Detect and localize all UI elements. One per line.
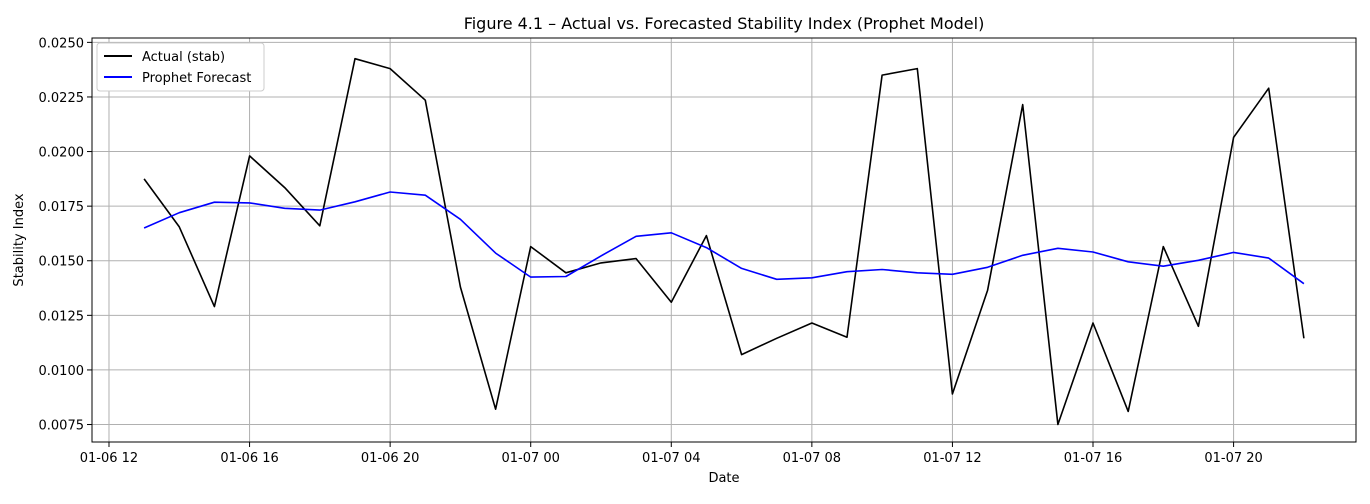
x-tick-label: 01-06 20 (361, 451, 419, 466)
x-tick-label: 01-07 08 (783, 451, 841, 466)
x-tick-label: 01-07 04 (642, 451, 700, 466)
y-axis-ticks: 0.0075 0.0100 0.0125 0.0150 0.0175 0.0200 0.02… (39, 36, 92, 434)
y-tick-label: 0.0225 (39, 91, 85, 106)
legend: Actual (stab) Prophet Forecast (96, 42, 265, 92)
x-tick-label: 01-06 16 (220, 451, 278, 466)
actual-line (143, 57, 1305, 426)
forecast-line (143, 191, 1305, 285)
x-tick-label: 01-07 16 (1064, 451, 1122, 466)
y-tick-label: 0.0150 (39, 255, 85, 270)
y-tick-label: 0.0200 (39, 146, 85, 161)
x-tick-label: 01-07 20 (1204, 451, 1262, 466)
series-lines (143, 57, 1305, 426)
y-tick-label: 0.0250 (39, 36, 85, 51)
x-tick-label: 01-07 00 (501, 451, 559, 466)
y-tick-label: 0.0100 (39, 364, 85, 379)
legend-label-actual: Actual (stab) (142, 50, 225, 65)
x-axis-label: Date (708, 471, 739, 486)
legend-label-forecast: Prophet Forecast (142, 71, 251, 86)
x-tick-label: 01-07 12 (923, 451, 981, 466)
legend-box (96, 42, 265, 92)
y-tick-label: 0.0075 (39, 419, 85, 434)
plot-frame (91, 37, 1357, 443)
chart-title: Figure 4.1 – Actual vs. Forecasted Stabi… (464, 14, 985, 33)
x-axis-ticks: 01-06 12 01-06 16 01-06 20 01-07 00 01-07 04… (80, 442, 1263, 466)
x-tick-label: 01-06 12 (80, 451, 138, 466)
y-tick-label: 0.0125 (39, 309, 85, 324)
grid-lines (92, 38, 1356, 442)
y-axis-label: Stability Index (12, 193, 27, 286)
y-tick-label: 0.0175 (39, 200, 85, 215)
